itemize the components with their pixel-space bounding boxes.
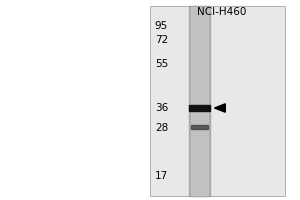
Bar [190, 6, 208, 196]
Bar [150, 6, 285, 196]
Text: 17: 17 [155, 171, 168, 181]
Text: 72: 72 [155, 35, 168, 45]
Text: 55: 55 [155, 59, 168, 69]
Bar [190, 125, 208, 129]
Bar [189, 6, 210, 196]
Bar [150, 6, 285, 196]
Text: 95: 95 [155, 21, 168, 31]
Text: 36: 36 [155, 103, 168, 113]
Bar [189, 105, 210, 111]
Polygon shape [214, 104, 225, 112]
Text: NCI-H460: NCI-H460 [197, 7, 247, 17]
Text: 28: 28 [155, 123, 168, 133]
